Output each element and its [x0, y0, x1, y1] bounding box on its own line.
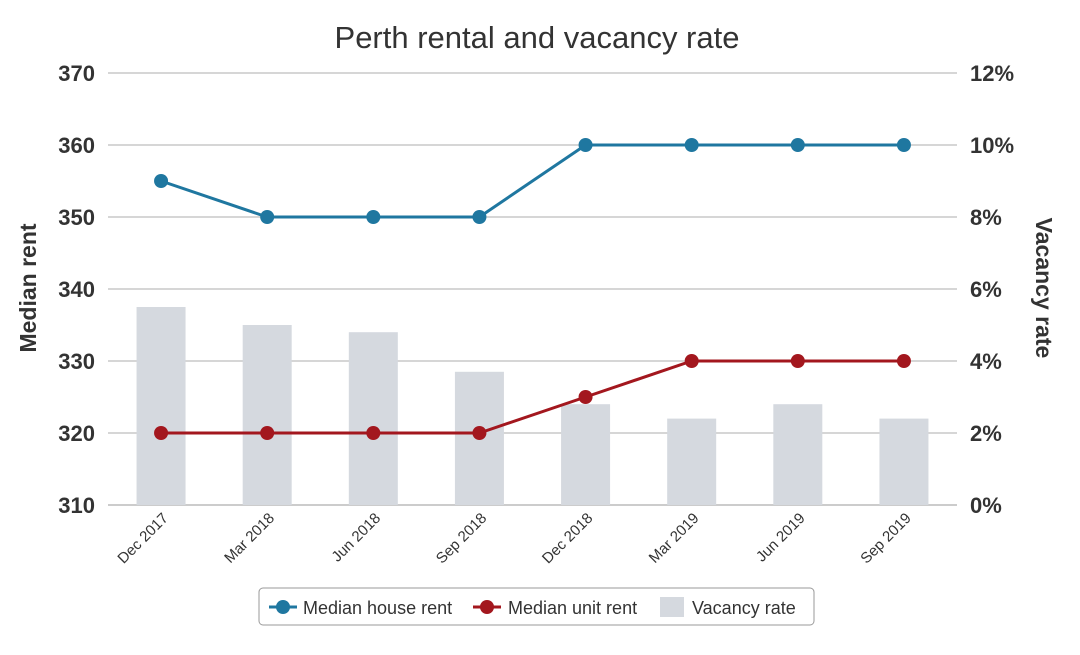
x-tick-label: Dec 2017	[114, 510, 171, 567]
vacancy-bar	[879, 418, 929, 505]
x-tick-label: Jun 2018	[328, 510, 384, 566]
right-tick-label: 10%	[970, 133, 1014, 158]
x-tick-label: Sep 2018	[433, 510, 490, 567]
unit-rent-point	[578, 390, 593, 404]
x-tick-label: Sep 2019	[857, 510, 914, 567]
legend-marker-vacancy	[660, 597, 684, 617]
right-axis-title: Vacancy rate	[1031, 218, 1057, 359]
left-axis-title: Median rent	[15, 223, 41, 352]
right-tick-label: 8%	[970, 205, 1002, 230]
chart-title: Perth rental and vacancy rate	[335, 20, 740, 55]
x-tick-label: Mar 2018	[221, 510, 278, 567]
unit-rent-point	[260, 426, 275, 440]
left-axis-ticks: 310 320 330 340 350 360 370	[58, 61, 95, 518]
unit-rent-point	[684, 354, 699, 368]
left-tick-label: 360	[58, 133, 95, 158]
vacancy-bar	[242, 325, 292, 505]
legend-marker-house-dot	[276, 600, 290, 614]
legend: Median house rent Median unit rent Vacan…	[258, 587, 815, 626]
house-rent-point	[472, 210, 487, 224]
vacancy-bar	[773, 404, 823, 505]
unit-rent-point	[790, 354, 805, 368]
house-rent-line	[160, 143, 904, 219]
x-tick-label: Dec 2018	[539, 510, 596, 567]
right-tick-label: 12%	[970, 61, 1014, 86]
house-rent-point	[896, 138, 911, 152]
unit-rent-line	[161, 359, 904, 435]
left-tick-label: 350	[58, 205, 95, 230]
right-tick-label: 6%	[970, 277, 1002, 302]
right-tick-label: 2%	[970, 421, 1002, 446]
house-rent-point	[684, 138, 699, 152]
legend-label-unit: Median unit rent	[508, 598, 637, 618]
x-tick-label: Jun 2019	[753, 510, 809, 566]
left-tick-label: 330	[58, 349, 95, 374]
left-tick-label: 310	[58, 493, 95, 518]
unit-rent-point	[896, 354, 911, 368]
vacancy-bar	[136, 307, 186, 505]
rent-lines	[154, 138, 911, 440]
vacancy-bar	[348, 332, 398, 505]
legend-label-vacancy: Vacancy rate	[692, 598, 796, 618]
vacancy-bars	[136, 307, 929, 505]
legend-marker-unit-dot	[480, 600, 494, 614]
house-rent-point	[366, 210, 381, 224]
grid	[108, 72, 957, 506]
right-tick-label: 0%	[970, 493, 1002, 518]
right-axis-ticks: 0% 2% 4% 6% 8% 10% 12%	[970, 61, 1014, 518]
legend-label-house: Median house rent	[303, 598, 452, 618]
left-tick-label: 340	[58, 277, 95, 302]
vacancy-bar	[561, 404, 611, 505]
house-rent-point	[790, 138, 805, 152]
unit-rent-point	[366, 426, 381, 440]
house-rent-point	[578, 138, 593, 152]
right-tick-label: 4%	[970, 349, 1002, 374]
x-axis-ticks: Dec 2017 Mar 2018 Jun 2018 Sep 2018 Dec 2018…	[114, 510, 914, 567]
left-tick-label: 370	[58, 61, 95, 86]
house-rent-point	[154, 174, 169, 188]
vacancy-bar	[667, 418, 717, 505]
unit-rent-point	[472, 426, 487, 440]
house-rent-point	[260, 210, 275, 224]
left-tick-label: 320	[58, 421, 95, 446]
unit-rent-point	[154, 426, 169, 440]
x-tick-label: Mar 2019	[646, 510, 703, 567]
